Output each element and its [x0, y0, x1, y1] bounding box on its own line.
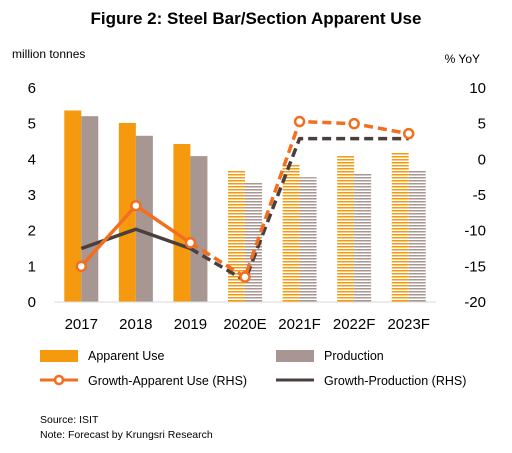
- legend-item-production: Production: [276, 349, 384, 363]
- bar-production: [299, 177, 317, 302]
- bar-apparent-use: [337, 154, 355, 302]
- category-labels: 2017 2018 2019 2020E 2021F 2022F 2023F: [65, 316, 430, 333]
- bar-apparent-use: [282, 163, 300, 302]
- right-tick-label: -5: [473, 187, 486, 204]
- right-tick-label: 5: [478, 116, 486, 133]
- left-tick-label: 3: [28, 187, 36, 204]
- category-label: 2021F: [278, 316, 321, 333]
- legend-swatch-production: [276, 350, 314, 362]
- bar-production: [354, 173, 372, 302]
- legend-swatch-apparent-use: [40, 350, 78, 362]
- right-axis-unit: % YoY: [445, 52, 480, 66]
- source-note: Source: ISIT: [40, 414, 99, 426]
- growth-apparent-use-point: [293, 115, 306, 128]
- right-axis-ticks: -20 -15 -10 -5 0 5 10: [464, 80, 486, 311]
- chart-title: Figure 2: Steel Bar/Section Apparent Use: [91, 9, 422, 28]
- bar-apparent-use: [391, 152, 409, 302]
- bar-production: [408, 170, 426, 302]
- left-tick-label: 4: [28, 151, 36, 168]
- legend-label-growth-apparent-use: Growth-Apparent Use (RHS): [88, 374, 247, 388]
- bar-apparent-use: [173, 143, 191, 302]
- growth-apparent-use-point: [130, 199, 142, 212]
- bar-apparent-use: [64, 110, 82, 302]
- legend-label-production: Production: [324, 349, 384, 363]
- left-axis-unit: million tonnes: [12, 47, 85, 61]
- growth-production-line-actual: [80, 227, 192, 251]
- growth-production-line-forecast: [189, 136, 409, 283]
- right-tick-label: -15: [464, 258, 486, 275]
- forecast-note: Note: Forecast by Krungsri Research: [40, 429, 213, 441]
- bar-production: [135, 135, 153, 302]
- bar-apparent-use: [228, 170, 245, 302]
- legend-item-apparent-use: Apparent Use: [40, 349, 164, 363]
- left-tick-label: 0: [28, 294, 36, 311]
- right-tick-label: 0: [478, 151, 486, 168]
- bar-apparent-use: [118, 122, 136, 302]
- category-label: 2020E: [223, 316, 266, 333]
- legend-item-growth-production: Growth-Production (RHS): [276, 374, 466, 388]
- left-tick-label: 6: [28, 80, 36, 97]
- growth-apparent-use-point: [402, 127, 415, 140]
- left-tick-label: 1: [28, 258, 36, 275]
- growth-apparent-use-point: [184, 237, 197, 249]
- bar-production: [190, 156, 208, 302]
- growth-apparent-use-point: [239, 271, 251, 283]
- category-label: 2022F: [333, 316, 376, 333]
- growth-apparent-use-point: [348, 117, 360, 130]
- category-label: 2018: [119, 316, 152, 333]
- category-label: 2019: [174, 316, 207, 333]
- right-tick-label: 10: [469, 80, 486, 97]
- left-tick-label: 2: [28, 223, 36, 240]
- legend-marker-growth-apparent-use: [53, 374, 65, 386]
- right-tick-label: -10: [464, 223, 486, 240]
- left-axis-ticks: 0 1 2 3 4 5 6: [28, 80, 36, 311]
- bar-production: [81, 116, 99, 302]
- left-tick-label: 5: [28, 116, 36, 133]
- legend: Apparent Use Production Growth-Apparent …: [40, 349, 466, 388]
- line-series: [75, 115, 415, 283]
- legend-item-growth-apparent-use: Growth-Apparent Use (RHS): [40, 374, 247, 388]
- legend-label-apparent-use: Apparent Use: [88, 349, 164, 363]
- category-label: 2023F: [387, 316, 430, 333]
- legend-label-growth-production: Growth-Production (RHS): [324, 374, 466, 388]
- right-tick-label: -20: [464, 294, 486, 311]
- category-label: 2017: [65, 316, 98, 333]
- growth-apparent-use-point: [75, 260, 88, 273]
